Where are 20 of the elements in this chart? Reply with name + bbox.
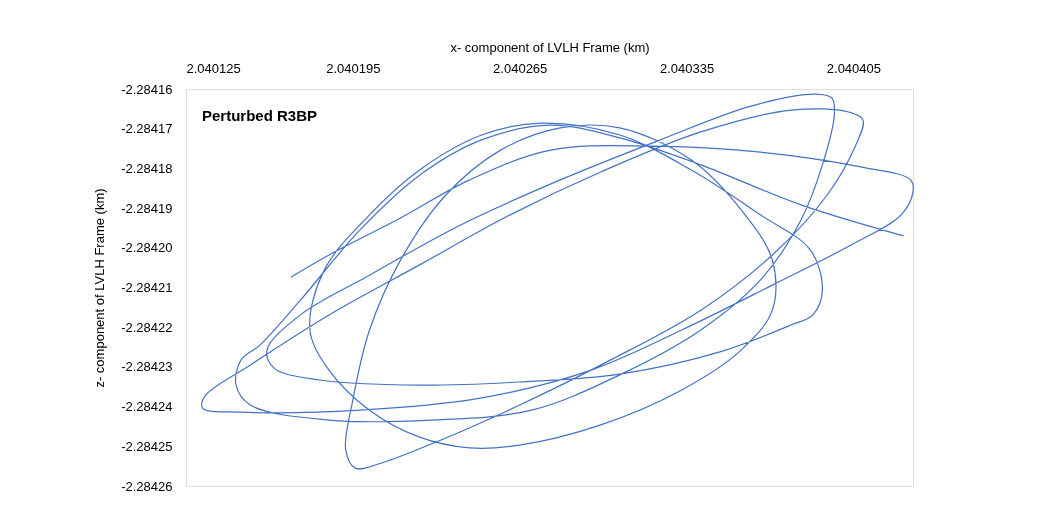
y-tick-label: -2.28420 <box>121 240 173 256</box>
y-tick-label: -2.28416 <box>121 81 173 97</box>
y-tick-label: -2.28422 <box>121 319 173 335</box>
y-tick-label: -2.28417 <box>121 121 173 137</box>
y-tick-label: -2.28425 <box>121 438 173 454</box>
x-tick-label: 2.040265 <box>493 60 548 76</box>
y-tick-label: -2.28426 <box>121 478 173 494</box>
text: Perturbed R3BP <box>202 107 318 124</box>
y-tick-label: -2.28418 <box>121 160 173 176</box>
y-tick-label: -2.28424 <box>121 399 173 415</box>
y-tick-label: -2.28419 <box>121 200 173 216</box>
line-series <box>202 93 914 469</box>
y-tick-label: -2.28421 <box>121 280 173 295</box>
y-tick-label: -2.28423 <box>121 359 173 375</box>
x-tick-label: 2.040335 <box>659 60 715 76</box>
x-tick-label: 2.040125 <box>186 60 241 76</box>
x-tick-label: 2.040195 <box>326 60 381 76</box>
x-tick-label: 2.040405 <box>826 60 882 76</box>
x-axis-title: x- component of LVLH Frame (km) <box>450 39 650 55</box>
y-axis-title: z- component of LVLH Frame (km) <box>92 188 108 388</box>
